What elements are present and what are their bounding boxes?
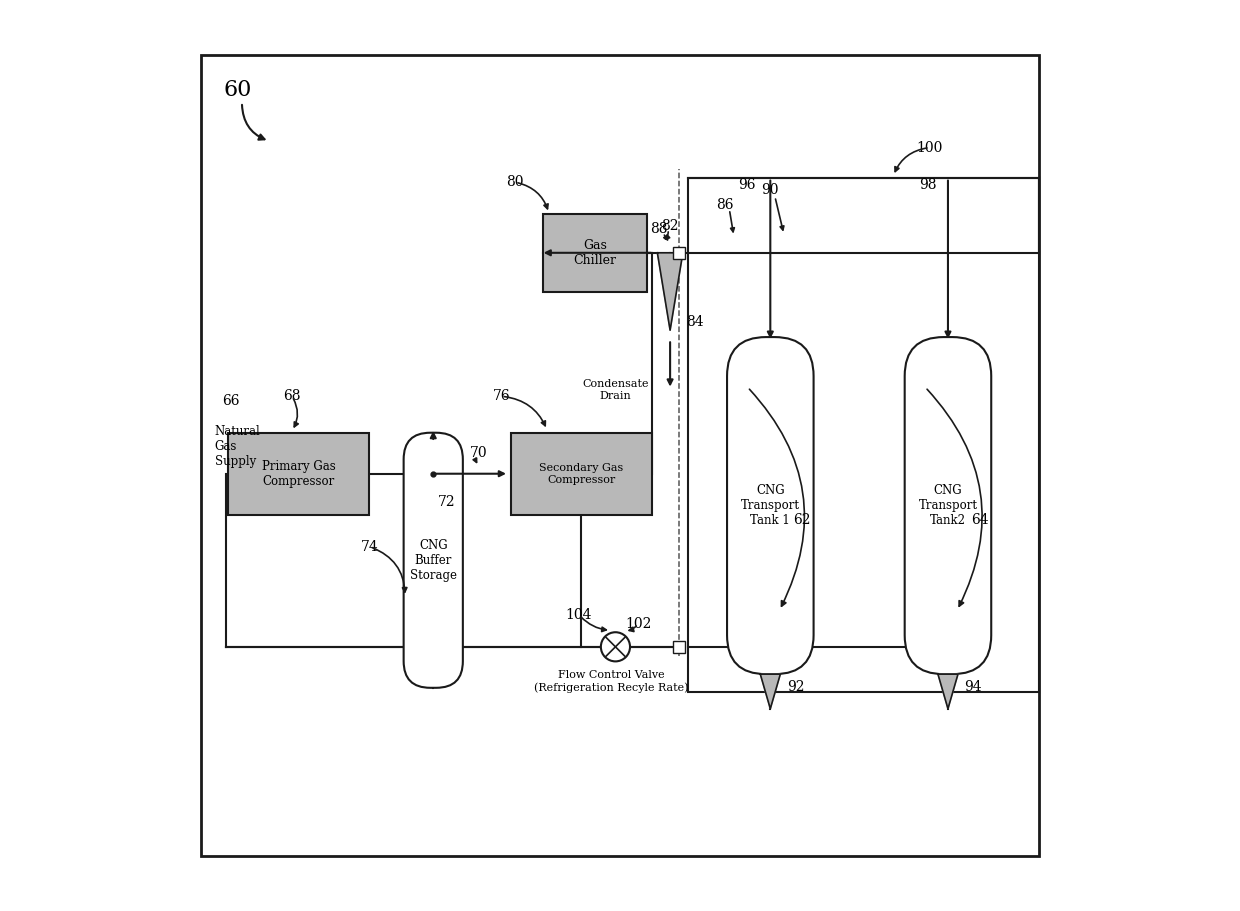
Text: 102: 102 [625, 617, 651, 631]
Text: 72: 72 [438, 495, 455, 508]
Text: 60: 60 [223, 78, 252, 100]
Text: 82: 82 [661, 219, 678, 233]
Bar [201, 55, 1039, 856]
Circle shape [601, 632, 630, 661]
Text: 92: 92 [786, 681, 805, 694]
Bar [511, 433, 652, 515]
Text: Condensate
Drain: Condensate Drain [583, 379, 649, 401]
Text: 64: 64 [971, 513, 988, 527]
Text: 80: 80 [506, 175, 525, 189]
Text: 90: 90 [761, 182, 779, 197]
Text: CNG
Transport
Tank2: CNG Transport Tank2 [919, 484, 977, 527]
Polygon shape [937, 674, 959, 709]
FancyBboxPatch shape [905, 337, 991, 674]
Bar [688, 178, 1039, 692]
Bar [673, 641, 686, 652]
Polygon shape [760, 674, 780, 709]
Text: Flow Control Valve
(Refrigeration Recyle Rate): Flow Control Valve (Refrigeration Recyle… [533, 670, 688, 692]
Text: 76: 76 [492, 389, 511, 404]
FancyBboxPatch shape [404, 433, 463, 688]
Text: Gas
Chiller: Gas Chiller [573, 239, 616, 267]
Text: Primary Gas
Compressor: Primary Gas Compressor [262, 460, 336, 487]
Text: 62: 62 [794, 513, 811, 527]
Bar [673, 247, 686, 259]
Text: 74: 74 [361, 539, 378, 554]
Text: 68: 68 [283, 389, 301, 404]
Bar [228, 433, 370, 515]
FancyBboxPatch shape [727, 337, 813, 674]
Text: 70: 70 [470, 446, 487, 460]
Bar [543, 214, 647, 292]
Text: 100: 100 [916, 140, 942, 155]
Text: 88: 88 [650, 221, 667, 236]
Text: Secondary Gas
Compressor: Secondary Gas Compressor [539, 463, 624, 485]
Text: 96: 96 [739, 178, 756, 191]
Text: 98: 98 [919, 178, 936, 191]
Text: 94: 94 [965, 681, 982, 694]
Text: Natural
Gas
Supply: Natural Gas Supply [215, 425, 260, 468]
Text: 104: 104 [565, 608, 593, 622]
Text: CNG
Buffer
Storage: CNG Buffer Storage [409, 538, 456, 582]
Text: 66: 66 [222, 394, 239, 408]
Text: 84: 84 [687, 314, 704, 329]
Text: CNG
Transport
Tank 1: CNG Transport Tank 1 [740, 484, 800, 527]
Text: 86: 86 [715, 198, 733, 212]
Polygon shape [657, 252, 683, 330]
